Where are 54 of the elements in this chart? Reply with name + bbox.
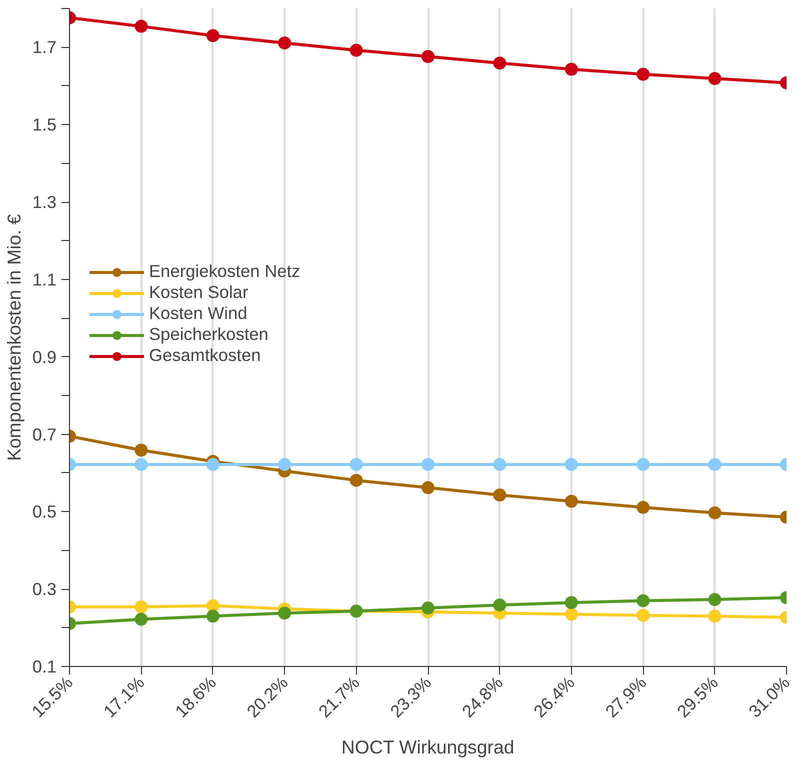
point — [206, 458, 220, 471]
point — [708, 458, 722, 471]
point — [636, 68, 650, 81]
point — [422, 481, 434, 494]
legend-label: Kosten Solar — [149, 282, 248, 303]
point — [493, 488, 506, 502]
point — [636, 500, 650, 514]
legend-label: Gesamtkosten — [149, 345, 261, 366]
point — [493, 598, 506, 612]
point — [564, 62, 578, 76]
point — [636, 458, 650, 471]
point — [422, 50, 434, 63]
point — [278, 606, 292, 620]
point — [422, 602, 434, 615]
point — [134, 612, 148, 626]
y-tick-label: 0.9 — [32, 346, 57, 367]
y-axis-title: Komponentenkosten in Mio. € — [3, 213, 24, 461]
point — [206, 599, 220, 612]
point — [708, 506, 722, 520]
point — [636, 594, 650, 608]
legend-label: Kosten Wind — [149, 303, 248, 324]
point — [564, 458, 578, 471]
y-tick-label: 1.5 — [32, 114, 57, 135]
x-axis-title: NOCT Wirkungsgrad — [341, 736, 514, 758]
point — [350, 474, 363, 487]
point — [278, 458, 292, 471]
point — [206, 610, 220, 623]
point — [564, 596, 578, 610]
point — [708, 610, 722, 623]
point — [278, 36, 292, 50]
point — [493, 458, 506, 471]
y-tick-label: 0.7 — [32, 424, 57, 444]
point — [134, 600, 148, 614]
point — [134, 20, 148, 33]
y-tick-label: 1.7 — [32, 37, 57, 58]
point — [564, 608, 578, 621]
y-tick-label: 0.5 — [32, 502, 57, 522]
point — [134, 444, 148, 457]
point — [422, 458, 434, 471]
point — [134, 458, 148, 471]
point — [708, 72, 722, 86]
point — [350, 44, 363, 57]
point — [493, 56, 506, 70]
point — [350, 458, 363, 471]
point — [636, 608, 650, 622]
legend-label: Energiekosten Netz — [149, 261, 300, 282]
point — [564, 494, 578, 508]
point — [708, 593, 722, 606]
y-tick-label: 0.1 — [32, 656, 57, 676]
y-tick-label: 1.1 — [32, 269, 57, 290]
y-tick-label: 1.3 — [32, 192, 57, 212]
point — [206, 29, 220, 42]
legend-label: Speicherkosten — [149, 324, 268, 345]
y-tick-label: 0.3 — [32, 579, 57, 600]
